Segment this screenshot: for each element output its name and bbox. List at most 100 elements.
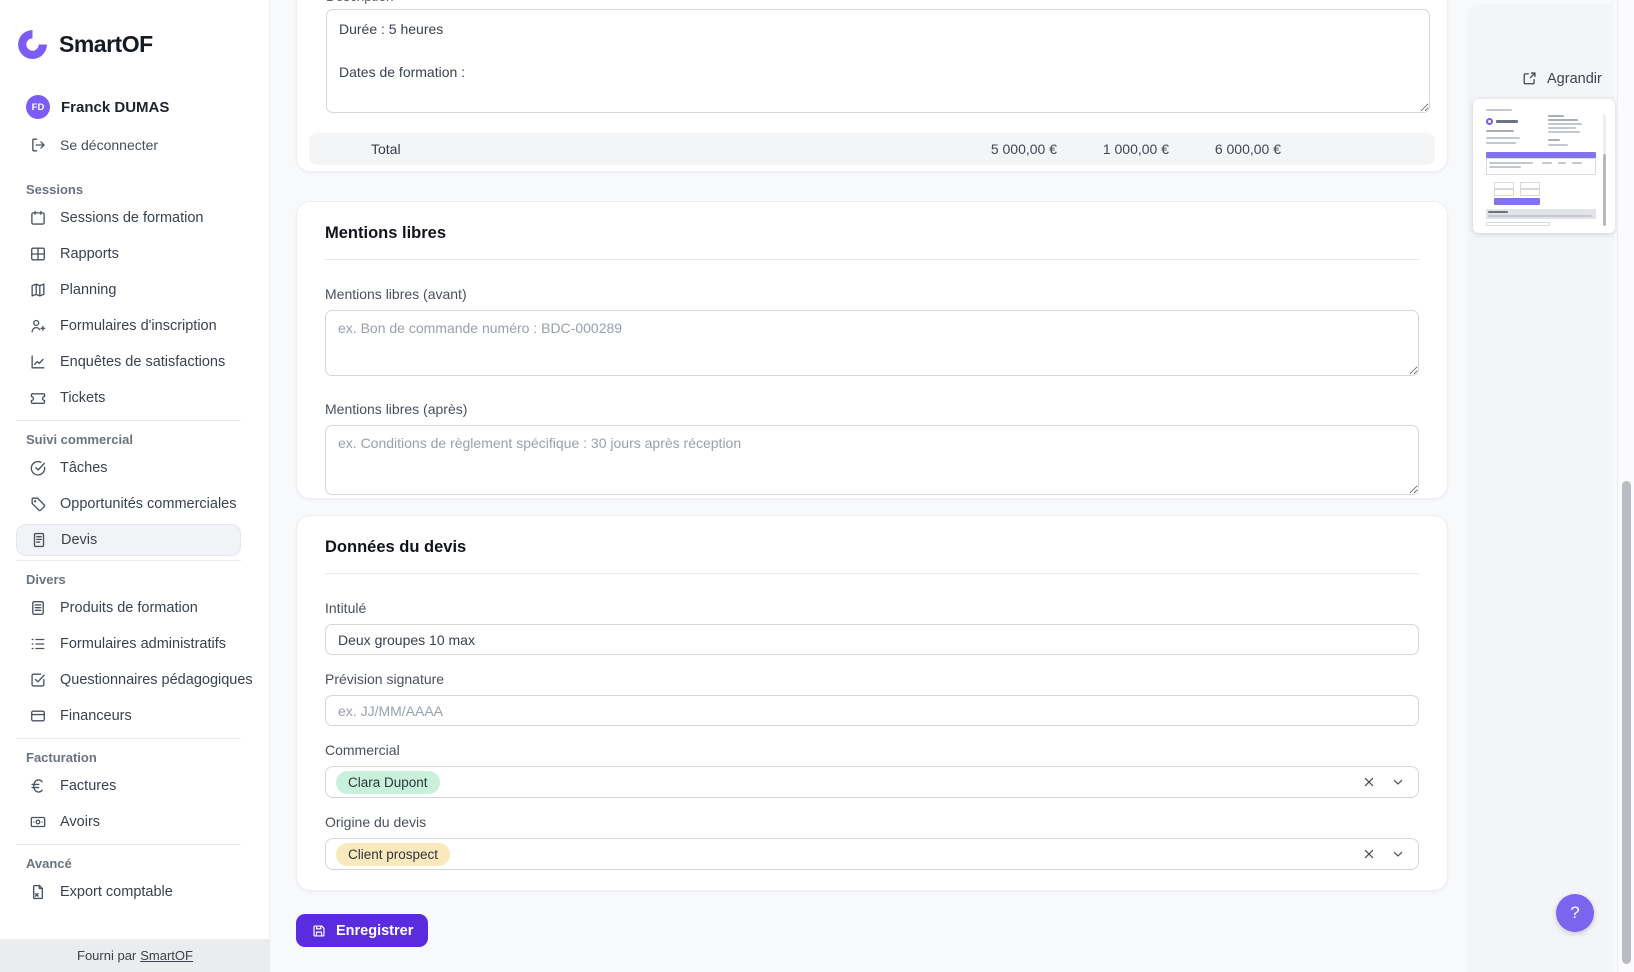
origine-value-pill: Client prospect bbox=[336, 842, 451, 866]
sidebar-divider bbox=[16, 420, 241, 421]
help-button[interactable]: ? bbox=[1556, 894, 1594, 932]
preview-line bbox=[1548, 131, 1580, 133]
sidebar-item-rapports[interactable]: Rapports bbox=[0, 236, 269, 272]
check-square-icon bbox=[29, 671, 47, 689]
sidebar-item-label: Export comptable bbox=[60, 884, 173, 900]
preview-line bbox=[1488, 211, 1508, 213]
page-scrollbar-thumb[interactable] bbox=[1622, 481, 1631, 964]
intitule-label: Intitulé bbox=[325, 600, 367, 616]
user-name: Franck DUMAS bbox=[61, 98, 170, 116]
ticket-icon bbox=[29, 389, 47, 407]
sidebar-item-label: Rapports bbox=[60, 246, 119, 262]
sidebar-item-formulaires-inscription[interactable]: Formulaires d'inscription bbox=[0, 308, 269, 344]
preview-footer-block bbox=[1486, 222, 1550, 226]
sidebar-divider bbox=[16, 844, 241, 845]
enlarge-label: Agrandir bbox=[1547, 70, 1602, 87]
origine-devis-select[interactable]: Client prospect bbox=[325, 838, 1419, 870]
commercial-value-pill: Clara Dupont bbox=[336, 770, 440, 794]
preview-line bbox=[1572, 162, 1582, 164]
clear-icon[interactable] bbox=[1361, 774, 1377, 790]
sidebar-item-opportunites-commerciales[interactable]: Opportunités commerciales bbox=[0, 486, 269, 522]
total-spacer bbox=[1281, 141, 1435, 157]
sidebar-item-label: Sessions de formation bbox=[60, 210, 204, 226]
intitule-input[interactable] bbox=[325, 624, 1419, 655]
select-controls bbox=[1361, 767, 1406, 797]
chevron-down-icon[interactable] bbox=[1390, 774, 1406, 790]
save-button[interactable]: Enregistrer bbox=[296, 914, 429, 947]
sidebar-item-enquetes-satisfactions[interactable]: Enquêtes de satisfactions bbox=[0, 344, 269, 380]
sidebar-item-label: Tickets bbox=[60, 390, 106, 406]
sidebar-item-export-comptable[interactable]: Export comptable bbox=[0, 874, 269, 910]
app-logo[interactable]: SmartOF bbox=[16, 28, 269, 61]
mentions-apres-textarea[interactable] bbox=[325, 425, 1419, 495]
sidebar-item-formulaires-administratifs[interactable]: Formulaires administratifs bbox=[0, 626, 269, 662]
preview-total-bar bbox=[1494, 198, 1540, 205]
enlarge-preview-button[interactable]: Agrandir bbox=[1521, 70, 1602, 87]
sidebar-item-planning[interactable]: Planning bbox=[0, 272, 269, 308]
quote-lines-card: Description Durée : 5 heures Dates de fo… bbox=[296, 0, 1448, 172]
map-icon bbox=[29, 281, 47, 299]
sidebar-item-questionnaires-pedagogiques[interactable]: Questionnaires pédagogiques bbox=[0, 662, 269, 698]
sidebar-item-tickets[interactable]: Tickets bbox=[0, 380, 269, 416]
preview-gray-block bbox=[1486, 209, 1596, 219]
help-label: ? bbox=[1570, 903, 1580, 922]
mentions-avant-textarea[interactable] bbox=[325, 310, 1419, 376]
commercial-label: Commercial bbox=[325, 742, 400, 758]
origine-devis-label: Origine du devis bbox=[325, 814, 427, 830]
total-row: Total 5 000,00 € 1 000,00 € 6 000,00 € bbox=[309, 133, 1435, 165]
user-profile[interactable]: FD Franck DUMAS bbox=[26, 95, 269, 119]
mentions-title: Mentions libres bbox=[325, 224, 447, 242]
clear-icon[interactable] bbox=[1361, 846, 1377, 862]
card-divider bbox=[325, 573, 1419, 574]
description-textarea[interactable]: Durée : 5 heures Dates de formation : bbox=[326, 9, 1430, 113]
list-icon bbox=[29, 635, 47, 653]
preview-line bbox=[1548, 123, 1582, 125]
sidebar-item-avoirs[interactable]: Avoirs bbox=[0, 804, 269, 840]
preview-logo-mark bbox=[1486, 118, 1493, 125]
expand-icon bbox=[1521, 70, 1538, 87]
preview-table-body bbox=[1486, 158, 1596, 175]
sidebar-divider bbox=[16, 738, 241, 739]
preview-line bbox=[1489, 162, 1533, 164]
sidebar-item-sessions-de-formation[interactable]: Sessions de formation bbox=[0, 200, 269, 236]
sidebar-item-financeurs[interactable]: Financeurs bbox=[0, 698, 269, 734]
section-title-facturation: Facturation bbox=[26, 750, 97, 765]
sidebar-item-label: Factures bbox=[60, 778, 117, 794]
logout-button[interactable]: Se déconnecter bbox=[29, 136, 269, 154]
avatar: FD bbox=[26, 95, 50, 119]
receipt-icon bbox=[30, 531, 48, 549]
section-title-divers: Divers bbox=[26, 572, 66, 587]
sidebar-item-label: Financeurs bbox=[60, 708, 132, 724]
smartof-logo-icon bbox=[18, 30, 47, 59]
preview-line bbox=[1542, 162, 1552, 164]
sidebar-item-label: Devis bbox=[61, 532, 98, 548]
quote-preview-thumbnail[interactable] bbox=[1473, 99, 1615, 233]
chevron-down-icon[interactable] bbox=[1390, 846, 1406, 862]
mentions-apres-block: Mentions libres (après) bbox=[325, 401, 1419, 500]
sidebar-item-devis[interactable]: Devis bbox=[16, 524, 241, 556]
sidebar-item-label: Formulaires administratifs bbox=[60, 636, 226, 652]
powered-by-footer: Fourni par SmartOF bbox=[0, 939, 270, 972]
sidebar-item-factures[interactable]: Factures bbox=[0, 768, 269, 804]
commercial-select[interactable]: Clara Dupont bbox=[325, 766, 1419, 798]
chart-icon bbox=[29, 353, 47, 371]
page-scrollbar-track[interactable] bbox=[1617, 0, 1634, 972]
preview-scrollbar-track[interactable] bbox=[1603, 114, 1606, 226]
sidebar-item-label: Tâches bbox=[60, 460, 108, 476]
prevision-signature-label: Prévision signature bbox=[325, 671, 445, 687]
smartof-footer-link[interactable]: SmartOF bbox=[140, 948, 193, 963]
euro-icon bbox=[29, 777, 47, 795]
sidebar-item-produits-de-formation[interactable]: Produits de formation bbox=[0, 590, 269, 626]
prevision-signature-input[interactable] bbox=[325, 695, 1419, 726]
mentions-avant-label: Mentions libres (avant) bbox=[325, 286, 467, 302]
preview-line bbox=[1486, 109, 1512, 111]
save-icon bbox=[311, 923, 327, 939]
sidebar-item-taches[interactable]: Tâches bbox=[0, 450, 269, 486]
donnees-devis-card: Données du devis Intitulé Prévision sign… bbox=[296, 515, 1448, 891]
section-title-avance: Avancé bbox=[26, 856, 72, 871]
sidebar-item-label: Produits de formation bbox=[60, 600, 198, 616]
preview-line bbox=[1558, 162, 1566, 164]
save-label: Enregistrer bbox=[336, 922, 414, 939]
preview-scrollbar-thumb[interactable] bbox=[1603, 154, 1606, 226]
